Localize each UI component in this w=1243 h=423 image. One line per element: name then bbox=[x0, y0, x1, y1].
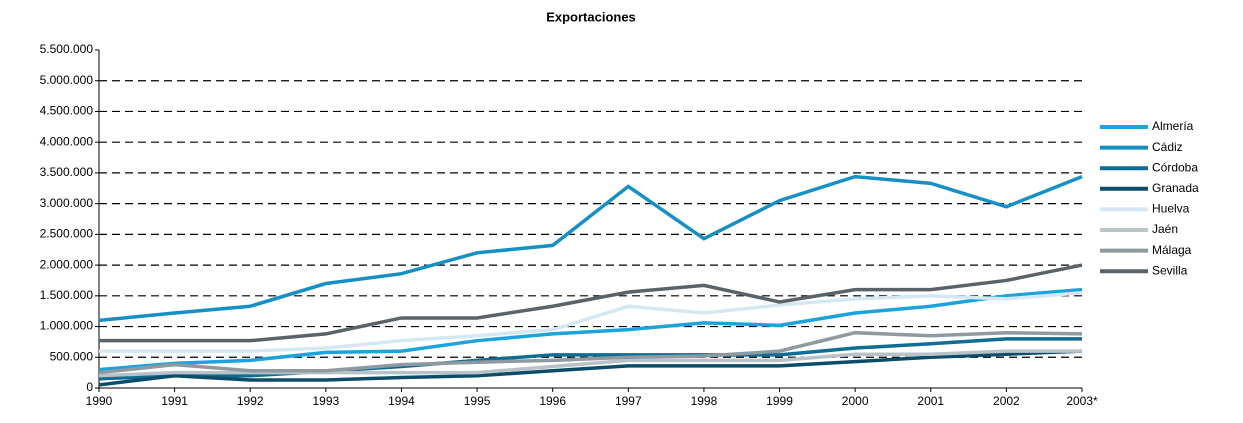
legend-label: Jaén bbox=[1152, 222, 1178, 236]
x-tick-label: 1997 bbox=[615, 394, 642, 408]
x-tick-label: 1996 bbox=[539, 394, 566, 408]
y-tick-label: 3.500.000 bbox=[40, 165, 94, 179]
y-tick-label: 2.000.000 bbox=[40, 257, 94, 271]
legend-label: Granada bbox=[1152, 181, 1199, 195]
series-line bbox=[98, 349, 1083, 387]
y-tick-label: 4.000.000 bbox=[40, 134, 94, 148]
x-tick-label: 2002 bbox=[993, 394, 1020, 408]
legend-label: Sevilla bbox=[1152, 263, 1188, 277]
y-tick-label: 5.000.000 bbox=[40, 73, 94, 87]
y-tick-label: 1.500.000 bbox=[40, 288, 94, 302]
y-tick-label: 2.500.000 bbox=[40, 227, 94, 241]
legend-label: Córdoba bbox=[1152, 160, 1198, 174]
x-tick-label: 1999 bbox=[766, 394, 793, 408]
legend-label: Cádiz bbox=[1152, 140, 1183, 154]
x-tick-label: 1994 bbox=[388, 394, 415, 408]
y-tick-label: 3.000.000 bbox=[40, 196, 94, 210]
series-line bbox=[98, 174, 1083, 323]
y-tick-label: 4.500.000 bbox=[40, 104, 94, 118]
x-tick-label: 1992 bbox=[237, 394, 264, 408]
series-line bbox=[99, 291, 1083, 353]
x-tick-label: 1995 bbox=[464, 394, 491, 408]
series-line bbox=[98, 287, 1083, 372]
chart-title: Exportaciones bbox=[546, 9, 636, 24]
series-line bbox=[98, 337, 1082, 381]
x-tick-label: 1998 bbox=[691, 394, 718, 408]
y-tick-label: 5.500.000 bbox=[40, 42, 94, 56]
series-line bbox=[98, 330, 1083, 375]
x-tick-label: 1990 bbox=[86, 394, 113, 408]
y-tick-label: 500.000 bbox=[50, 349, 94, 363]
series-line bbox=[98, 349, 1082, 378]
x-tick-label: 2000 bbox=[842, 394, 869, 408]
y-tick-label: 1.000.000 bbox=[40, 319, 94, 333]
x-tick-label: 1991 bbox=[161, 394, 188, 408]
y-tick-label: 0 bbox=[86, 380, 93, 394]
legend-label: Almería bbox=[1152, 119, 1194, 133]
legend-label: Málaga bbox=[1152, 243, 1192, 257]
x-tick-label: 1993 bbox=[312, 394, 339, 408]
series-line bbox=[99, 263, 1083, 343]
legend-label: Huelva bbox=[1152, 202, 1190, 216]
x-tick-label: 2001 bbox=[917, 394, 944, 408]
x-tick-label: 2003* bbox=[1066, 394, 1098, 408]
